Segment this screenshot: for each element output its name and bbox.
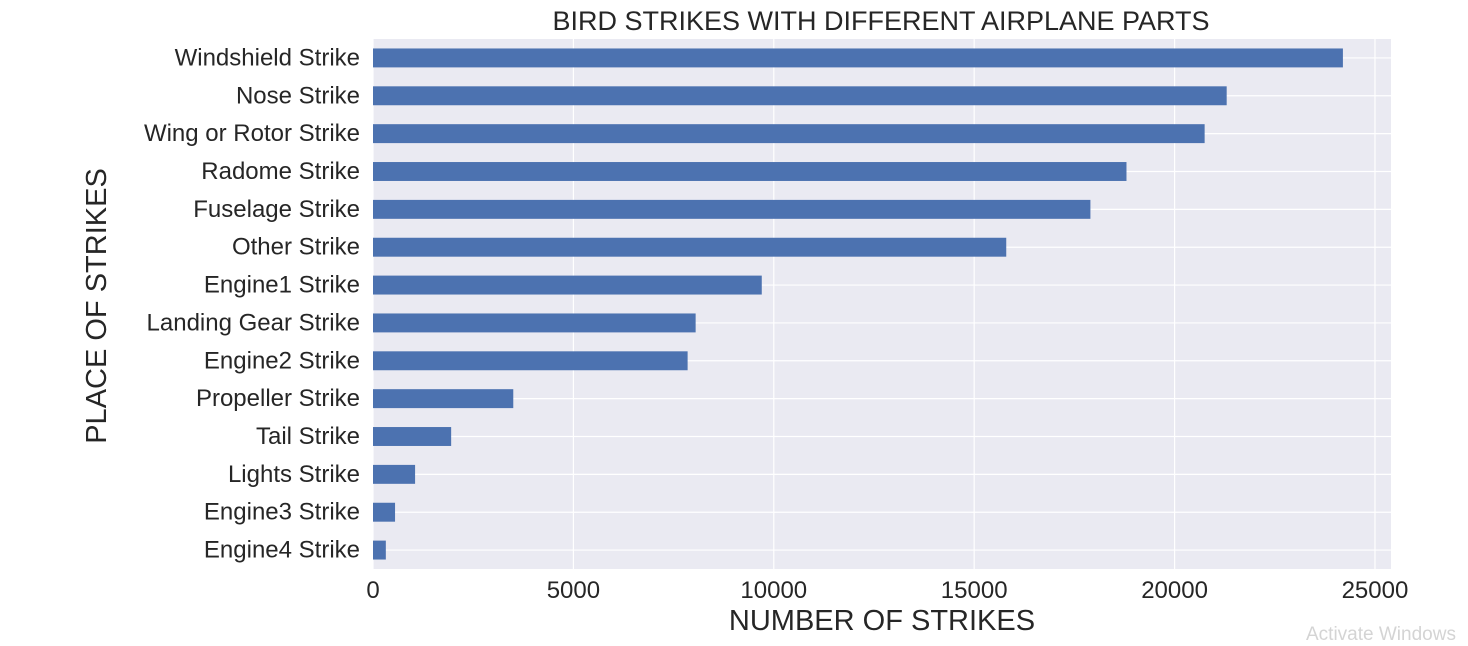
x-tick-labels: 0 5000 10000 15000 20000 25000 (366, 577, 1408, 604)
bars (373, 48, 1343, 560)
bar (373, 199, 1091, 219)
x-tick-label: 20000 (1141, 577, 1208, 604)
bar (373, 275, 762, 295)
bar (373, 540, 386, 560)
y-tick-label: Other Strike (232, 234, 360, 261)
y-tick-label: Landing Gear Strike (147, 309, 360, 336)
y-tick-label: Propeller Strike (196, 385, 360, 412)
plot-background (373, 39, 1391, 569)
y-tick-label: Wing or Rotor Strike (144, 120, 360, 147)
y-tick-label: Lights Strike (228, 461, 360, 488)
bar (373, 464, 416, 484)
x-tick-label: 0 (366, 577, 379, 604)
bar (373, 313, 696, 333)
y-tick-label: Engine2 Strike (204, 347, 360, 374)
bar (373, 237, 1007, 257)
bar (373, 351, 688, 371)
y-tick-label: Windshield Strike (175, 44, 360, 71)
bar (373, 124, 1205, 144)
x-tick-label: 10000 (740, 577, 807, 604)
y-axis-label: PLACE OF STRIKES (81, 168, 113, 444)
x-tick-label: 15000 (941, 577, 1008, 604)
y-tick-label: Engine4 Strike (204, 537, 360, 564)
y-tick-label: Nose Strike (236, 82, 360, 109)
y-tick-label: Tail Strike (256, 423, 360, 450)
y-tick-labels: Windshield Strike Nose Strike Wing or Roto… (144, 44, 360, 563)
y-tick-label: Engine1 Strike (204, 272, 360, 299)
activate-windows-watermark: Activate Windows (1306, 624, 1456, 645)
y-tick-label: Engine3 Strike (204, 499, 360, 526)
chart-title: BIRD STRIKES WITH DIFFERENT AIRPLANE PAR… (552, 6, 1209, 36)
x-tick-label: 25000 (1342, 577, 1409, 604)
bar (373, 48, 1343, 68)
y-tick-label: Fuselage Strike (193, 196, 360, 223)
x-axis-label: NUMBER OF STRIKES (729, 605, 1035, 637)
x-tick-label: 5000 (547, 577, 600, 604)
bar (373, 86, 1227, 106)
bar (373, 427, 452, 446)
bar (373, 502, 396, 522)
bar (373, 162, 1127, 181)
y-tick-label: Radome Strike (201, 158, 360, 185)
bar (373, 389, 514, 409)
